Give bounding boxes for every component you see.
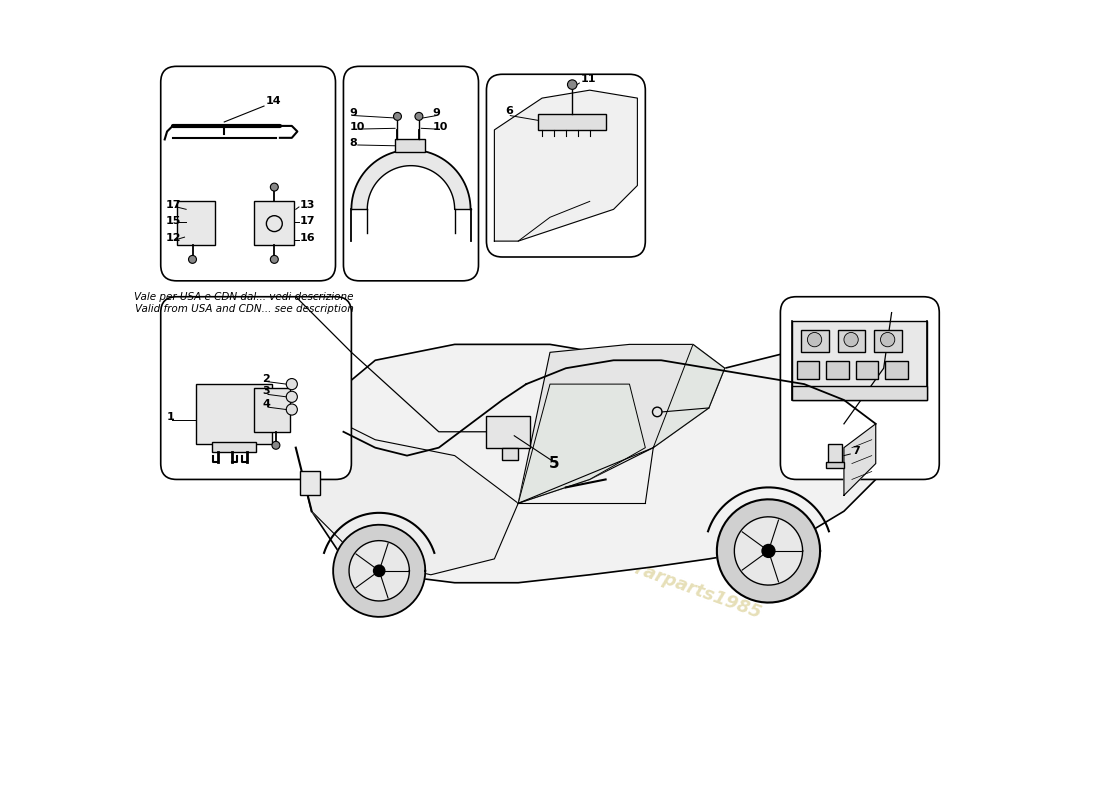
Bar (792, 386, 927, 400)
FancyBboxPatch shape (780, 297, 939, 479)
Text: Vale per USA e CDN dal... vedi descrizione: Vale per USA e CDN dal... vedi descrizio… (134, 292, 354, 302)
Text: 6: 6 (506, 106, 514, 116)
Polygon shape (518, 384, 646, 503)
Circle shape (286, 391, 297, 402)
Text: 14: 14 (265, 97, 282, 106)
Text: 9: 9 (432, 107, 440, 118)
Polygon shape (296, 344, 908, 582)
Circle shape (266, 216, 283, 231)
Circle shape (271, 255, 278, 263)
Polygon shape (844, 424, 876, 495)
Bar (212, 442, 256, 452)
Circle shape (286, 404, 297, 415)
Bar (254, 202, 294, 245)
Bar (197, 384, 272, 444)
Polygon shape (735, 517, 803, 585)
FancyBboxPatch shape (161, 297, 351, 479)
Polygon shape (351, 150, 471, 210)
Text: 1: 1 (167, 412, 175, 422)
FancyBboxPatch shape (161, 66, 336, 281)
Polygon shape (518, 344, 725, 503)
Bar (837, 330, 866, 352)
Circle shape (880, 333, 894, 346)
Polygon shape (349, 541, 409, 601)
Text: 3: 3 (263, 386, 270, 397)
Text: 12: 12 (165, 233, 182, 243)
Circle shape (188, 255, 197, 263)
Circle shape (272, 442, 279, 450)
Bar (300, 471, 320, 495)
FancyBboxPatch shape (486, 74, 646, 257)
Circle shape (568, 80, 578, 90)
Text: 17: 17 (165, 200, 182, 210)
Bar (874, 330, 902, 352)
Text: Valid from USA and CDN... see description: Valid from USA and CDN... see descriptio… (134, 304, 353, 314)
Text: 10: 10 (350, 122, 365, 132)
Circle shape (807, 333, 822, 346)
Polygon shape (494, 90, 637, 241)
Bar (538, 114, 606, 130)
Text: a passion for parts: a passion for parts (285, 350, 657, 514)
Circle shape (373, 565, 386, 577)
Bar (395, 139, 426, 152)
Bar (792, 321, 927, 400)
Bar (503, 448, 518, 459)
Bar (801, 330, 829, 352)
FancyBboxPatch shape (343, 66, 478, 281)
Text: 7: 7 (851, 446, 859, 456)
Text: 10: 10 (432, 122, 448, 132)
Text: classicferrarparts1985: classicferrarparts1985 (542, 527, 764, 622)
Text: 16: 16 (300, 233, 316, 243)
Circle shape (286, 378, 297, 390)
Text: 17: 17 (300, 216, 316, 226)
Text: 2: 2 (263, 374, 271, 384)
Text: 9: 9 (350, 107, 358, 118)
Bar (798, 361, 820, 378)
Bar (254, 388, 290, 432)
Bar (886, 361, 907, 378)
Bar (826, 361, 849, 378)
Text: 15: 15 (165, 216, 180, 226)
Text: 11: 11 (580, 74, 596, 84)
Polygon shape (296, 416, 518, 574)
Circle shape (761, 544, 776, 558)
Polygon shape (333, 525, 426, 617)
Text: 4: 4 (263, 399, 271, 409)
Bar (826, 462, 844, 467)
Bar (177, 202, 214, 245)
Polygon shape (717, 499, 821, 602)
Text: 5: 5 (549, 455, 559, 470)
Circle shape (415, 113, 422, 120)
Circle shape (271, 183, 278, 191)
Text: 8: 8 (350, 138, 358, 148)
Polygon shape (653, 344, 725, 448)
Circle shape (394, 113, 402, 120)
Bar (856, 361, 878, 378)
Bar (486, 416, 530, 448)
Text: 13: 13 (300, 200, 315, 210)
Bar (828, 444, 843, 463)
Circle shape (844, 333, 858, 346)
